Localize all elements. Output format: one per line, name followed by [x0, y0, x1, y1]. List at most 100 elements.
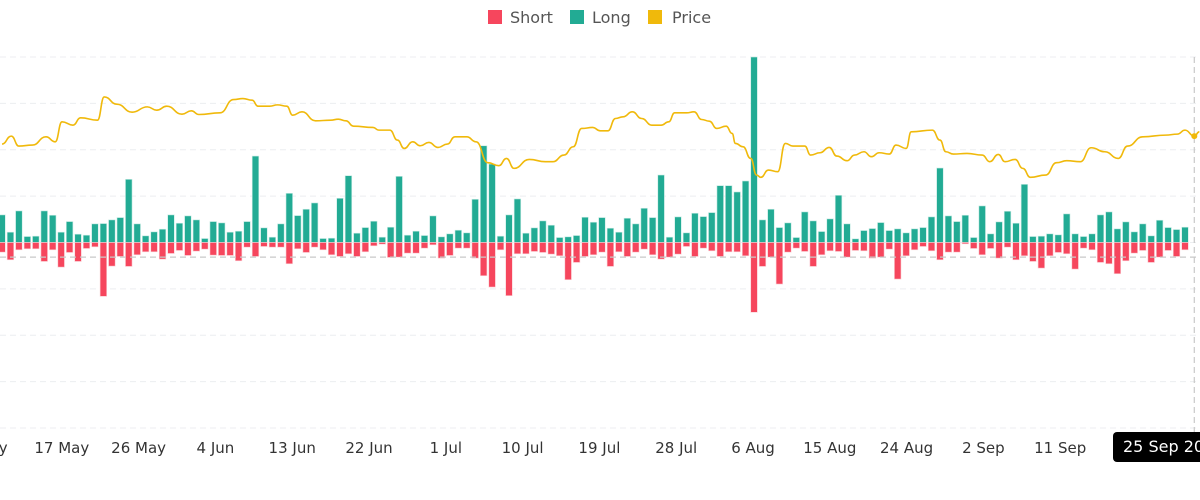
short-bar: [978, 242, 986, 256]
short-bar: [99, 242, 107, 297]
short-bar: [1147, 242, 1155, 263]
short-bar: [454, 242, 462, 249]
short-bar: [902, 242, 910, 257]
x-tick-label: 10 Jul: [502, 439, 544, 457]
short-bar: [809, 242, 817, 267]
short-bar: [564, 242, 572, 281]
long-bar: [1080, 236, 1088, 243]
short-bar: [344, 242, 353, 255]
short-bar: [302, 242, 310, 253]
long-bar: [370, 220, 378, 243]
short-bar: [370, 242, 378, 247]
long-bar: [1012, 222, 1020, 243]
long-bar: [1054, 234, 1062, 243]
long-bar: [243, 221, 251, 243]
short-bar: [116, 242, 124, 257]
short-bar: [539, 242, 547, 253]
long-bar: [496, 235, 505, 243]
long-bar: [522, 232, 530, 243]
long-bar: [530, 227, 538, 243]
short-bar: [775, 242, 783, 285]
long-bar: [606, 227, 614, 243]
long-bar: [1046, 233, 1054, 243]
long-bar: [834, 194, 843, 243]
short-bar: [556, 242, 564, 257]
short-bar: [784, 242, 792, 253]
short-bar: [598, 242, 606, 253]
short-bar: [716, 242, 724, 257]
long-bar: [1181, 226, 1189, 243]
short-bar: [277, 242, 285, 248]
short-bar: [665, 242, 674, 258]
long-bar: [15, 210, 23, 243]
long-bar: [344, 175, 353, 243]
long-bar: [894, 228, 902, 243]
short-bar: [1172, 242, 1181, 257]
short-bar: [944, 242, 952, 253]
legend-item-price[interactable]: Price: [648, 6, 711, 28]
legend-item-long[interactable]: Long: [570, 6, 631, 28]
short-bar: [801, 242, 809, 252]
long-swatch-icon: [570, 10, 584, 24]
short-bar: [74, 242, 82, 262]
short-bar: [927, 242, 936, 252]
long-bar: [133, 223, 141, 243]
bars: [0, 56, 1189, 313]
long-bar: [682, 232, 691, 243]
long-bar: [944, 215, 952, 243]
long-bar: [513, 198, 522, 243]
long-bar: [192, 219, 200, 243]
long-bar: [175, 222, 184, 243]
short-bar: [15, 242, 23, 251]
short-bar: [843, 242, 851, 258]
short-bar: [243, 242, 251, 248]
long-bar: [936, 167, 944, 243]
short-bar: [184, 242, 192, 256]
short-bar: [522, 242, 530, 255]
long-bar: [1063, 213, 1071, 243]
short-bar: [674, 242, 682, 255]
long-bar: [572, 235, 581, 243]
long-bar: [539, 220, 547, 243]
long-bar: [403, 234, 412, 243]
long-bar: [1164, 227, 1172, 243]
long-bar: [74, 233, 82, 243]
long-bar: [251, 155, 260, 243]
long-bar: [775, 227, 783, 243]
short-bar: [910, 242, 919, 251]
short-bar: [851, 242, 860, 251]
long-bar: [851, 238, 860, 243]
crosshair-date-label: 25 Sep 2024: [1113, 432, 1200, 462]
long-bar: [623, 217, 631, 243]
price-line-group: [1, 96, 1200, 179]
short-bar: [209, 242, 217, 256]
short-bar: [488, 242, 496, 288]
short-bar: [547, 242, 555, 255]
long-bar: [970, 237, 978, 243]
long-bar: [6, 231, 15, 243]
long-bar: [218, 222, 226, 243]
long-bar: [987, 233, 995, 243]
long-bar: [716, 185, 724, 243]
x-tick-label: 26 May: [111, 439, 166, 457]
long-bar: [167, 214, 175, 243]
short-bar: [327, 242, 336, 256]
short-bar: [420, 242, 429, 249]
long-bar: [1037, 235, 1045, 243]
short-bar: [649, 242, 657, 256]
short-bar: [192, 242, 200, 252]
long-bar: [471, 198, 479, 243]
legend-label-short: Short: [510, 7, 553, 27]
short-bar: [437, 242, 446, 259]
x-tick-label: 28 Jul: [655, 439, 697, 457]
legend-item-short[interactable]: Short: [488, 6, 553, 28]
x-tick-label: 17 May: [34, 439, 89, 457]
short-bar: [1012, 242, 1020, 261]
short-bar: [826, 242, 834, 252]
x-tick-label: 6 Aug: [731, 439, 775, 457]
short-bar: [471, 242, 479, 259]
long-bar: [632, 223, 640, 243]
long-bar: [564, 236, 572, 243]
long-bar: [353, 232, 361, 243]
